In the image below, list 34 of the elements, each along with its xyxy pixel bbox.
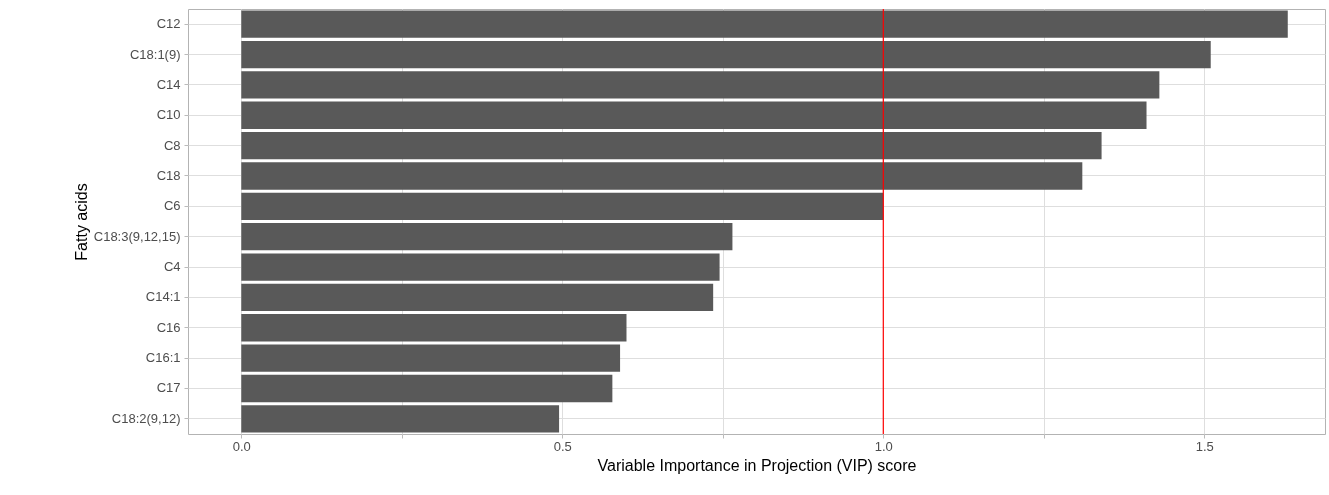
bar: [241, 253, 720, 281]
bar: [241, 10, 1288, 38]
y-tick-label: C14: [156, 76, 181, 92]
bar: [241, 162, 1083, 190]
x-tick-label: 1.0: [874, 438, 893, 454]
x-axis-title: Variable Importance in Projection (VIP) score: [597, 456, 917, 474]
y-tick-label: C18: [156, 167, 181, 183]
y-tick-label: C17: [156, 380, 181, 396]
x-tick-label: 0.5: [553, 438, 572, 454]
bar: [241, 40, 1211, 69]
x-tick-label: 1.5: [1195, 438, 1214, 454]
y-tick-label: C16: [156, 319, 181, 335]
bar: [241, 223, 733, 251]
x-tick-label: 0.0: [232, 438, 251, 454]
bar: [241, 101, 1147, 129]
bar: [241, 374, 613, 403]
y-tick-label: C18:2(9,12): [111, 410, 181, 426]
bar: [241, 405, 560, 433]
bar: [241, 131, 1102, 160]
y-tick-label: C14:1: [145, 289, 181, 305]
y-tick-label: C18:1(9): [129, 46, 181, 62]
y-tick-label: C8: [163, 137, 181, 153]
bar: [241, 344, 621, 372]
bar: [241, 192, 884, 220]
y-tick-label: C4: [163, 259, 181, 275]
y-tick-label: C12: [156, 16, 181, 32]
y-tick-label: C16:1: [145, 350, 181, 366]
bar: [241, 71, 1160, 99]
y-tick-label: C18:3(9,12,15): [93, 228, 181, 244]
bar: [241, 283, 714, 312]
y-axis-title: Fatty acids: [72, 183, 90, 261]
bar: [241, 314, 627, 342]
y-tick-label: C6: [163, 198, 181, 214]
y-tick-label: C10: [156, 107, 181, 123]
